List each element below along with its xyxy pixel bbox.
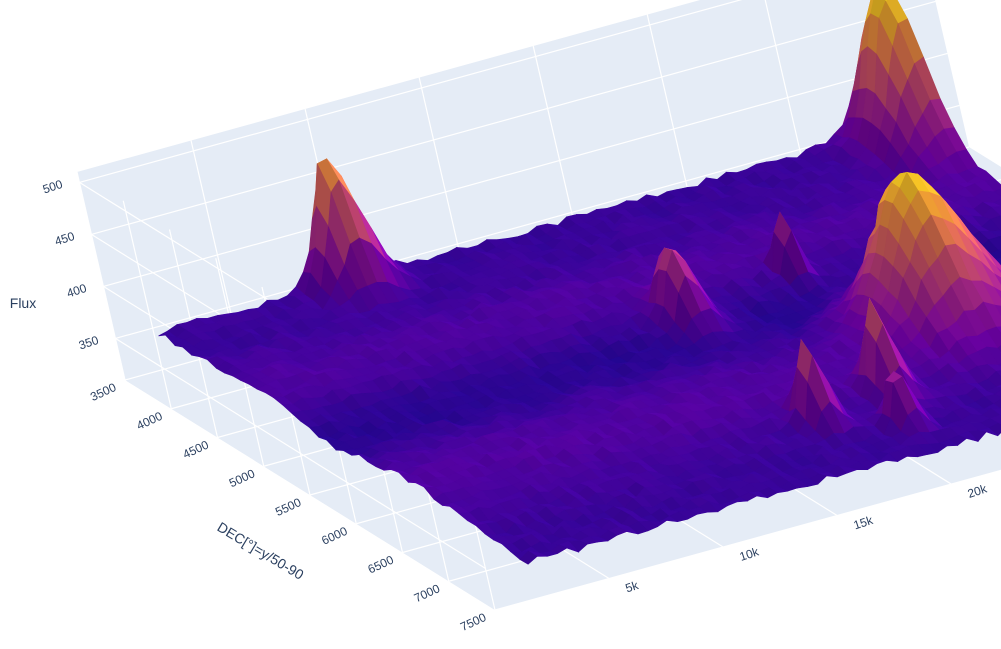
x-tick-label: 15k [852, 513, 876, 533]
x-tick-label: 5k [624, 578, 641, 596]
y-tick-label: 5500 [273, 495, 303, 519]
y-axis-title: DEC[°]=y/50-90 [215, 519, 307, 583]
y-tick-label: 4500 [181, 437, 211, 461]
y-tick-label: 5000 [227, 466, 257, 490]
y-tick-label: 4000 [134, 409, 164, 433]
z-tick-label: 450 [53, 229, 77, 249]
y-tick-label: 7500 [458, 610, 488, 634]
z-tick-label: 500 [41, 177, 65, 197]
y-tick-label: 3500 [88, 380, 118, 404]
y-tick-label: 6000 [319, 524, 349, 548]
y-tick-label: 6500 [366, 552, 396, 576]
z-tick-label: 400 [65, 281, 89, 301]
z-axis-title: Flux [10, 295, 36, 311]
z-tick-label: 350 [77, 333, 101, 353]
x-tick-label: 20k [966, 481, 990, 501]
y-tick-label: 7000 [412, 581, 442, 605]
x-tick-label: 10k [738, 544, 762, 564]
